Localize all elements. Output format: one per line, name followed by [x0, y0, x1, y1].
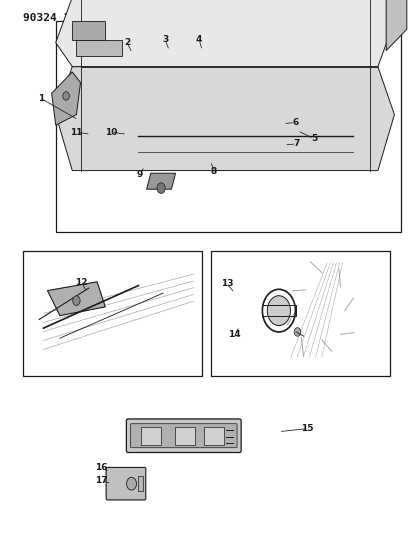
Text: 8: 8 — [211, 167, 217, 176]
Circle shape — [73, 296, 80, 305]
Polygon shape — [76, 40, 122, 56]
Circle shape — [157, 183, 165, 193]
Bar — [56, 21, 401, 232]
Circle shape — [267, 296, 290, 326]
Circle shape — [294, 328, 301, 336]
Text: 9: 9 — [136, 171, 143, 179]
Text: 15: 15 — [301, 424, 314, 433]
Text: 14: 14 — [228, 330, 241, 339]
Text: 5: 5 — [311, 134, 317, 143]
Text: 12: 12 — [76, 278, 88, 287]
Text: 1: 1 — [38, 94, 45, 103]
Bar — [138, 477, 143, 491]
Text: 6: 6 — [292, 118, 299, 127]
Polygon shape — [147, 173, 176, 189]
Bar — [204, 427, 224, 445]
Text: 3: 3 — [162, 36, 169, 44]
Text: 4: 4 — [196, 36, 202, 44]
Text: 11: 11 — [70, 128, 83, 136]
Text: 10: 10 — [105, 128, 118, 136]
Polygon shape — [52, 72, 81, 125]
Bar — [23, 251, 202, 376]
Text: 90324 100: 90324 100 — [23, 13, 83, 23]
Polygon shape — [56, 67, 394, 171]
Text: 13: 13 — [221, 279, 233, 288]
FancyBboxPatch shape — [126, 419, 241, 453]
Polygon shape — [386, 0, 407, 51]
Bar — [211, 251, 390, 376]
FancyBboxPatch shape — [106, 467, 146, 500]
Circle shape — [63, 92, 69, 100]
FancyBboxPatch shape — [131, 424, 237, 448]
Text: 2: 2 — [124, 38, 131, 47]
Circle shape — [126, 478, 136, 490]
Polygon shape — [47, 282, 105, 316]
Text: 7: 7 — [293, 140, 300, 148]
Bar — [141, 427, 161, 445]
Polygon shape — [56, 0, 394, 67]
Bar — [175, 427, 195, 445]
Text: 16: 16 — [95, 464, 107, 472]
Text: 17: 17 — [95, 477, 107, 485]
Polygon shape — [72, 21, 105, 40]
